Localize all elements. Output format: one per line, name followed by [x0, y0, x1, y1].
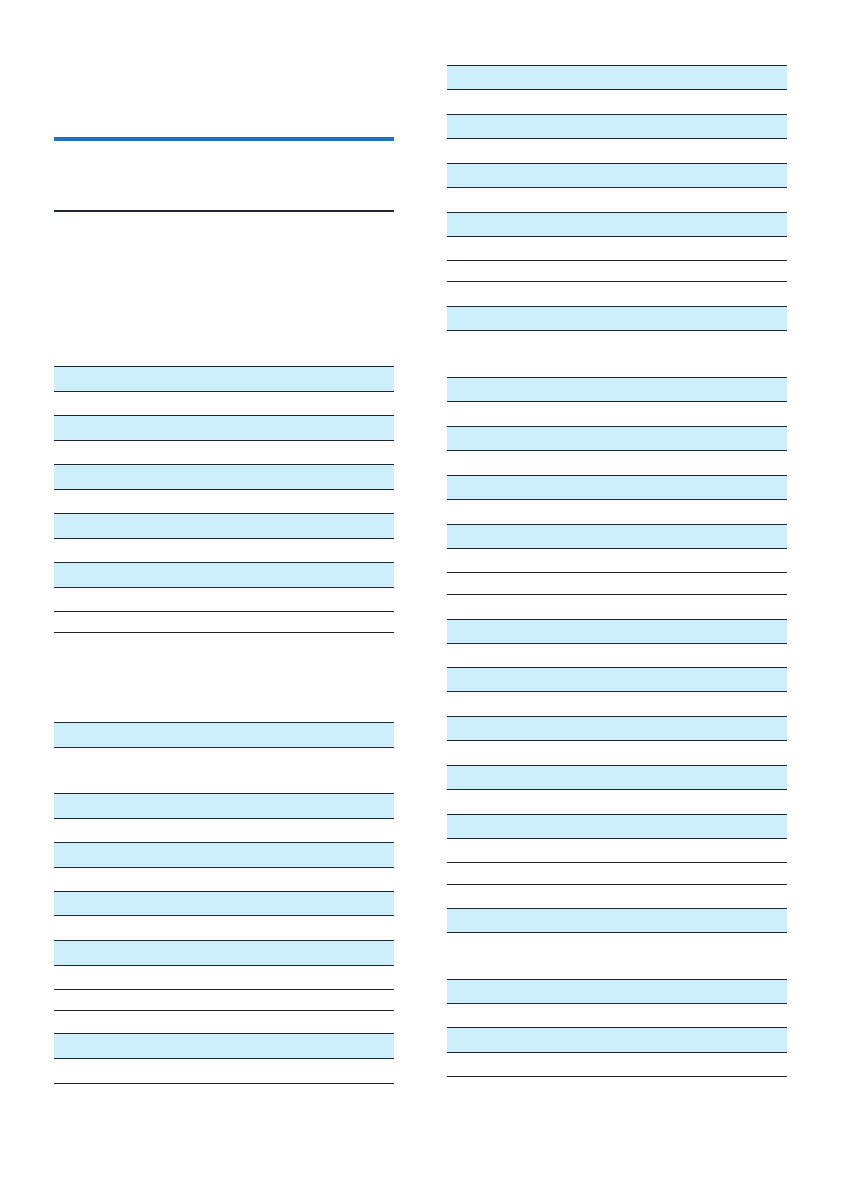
table-row — [447, 331, 787, 378]
table-row-shaded — [54, 1034, 394, 1059]
table-row — [447, 402, 787, 427]
table-row-shaded — [447, 476, 787, 500]
table-row — [54, 539, 394, 563]
table-row-shaded — [447, 164, 787, 188]
table-row — [54, 1059, 394, 1084]
table-row — [447, 90, 787, 115]
table-row-shaded — [54, 722, 394, 748]
table-row — [447, 839, 787, 863]
table-row-shaded — [447, 909, 787, 933]
table-row-shaded — [54, 843, 394, 868]
table-row-shaded — [447, 620, 787, 644]
table-row — [447, 595, 787, 620]
table-row — [54, 612, 394, 633]
table-row — [447, 1053, 787, 1077]
table-row-shaded — [447, 307, 787, 331]
table-row — [54, 392, 394, 416]
table-row — [447, 885, 787, 909]
table-row — [447, 741, 787, 766]
table-row-shaded — [447, 815, 787, 839]
table-row — [447, 139, 787, 164]
table-row — [447, 188, 787, 213]
table-row — [447, 282, 787, 307]
table-row — [54, 868, 394, 892]
table-row-shaded — [447, 717, 787, 741]
table-row-shaded — [447, 766, 787, 790]
table-row-shaded — [447, 980, 787, 1004]
table-row — [447, 451, 787, 476]
table-row — [54, 748, 394, 794]
table-row — [447, 863, 787, 885]
table-row — [447, 644, 787, 668]
table-row — [447, 692, 787, 717]
table-row-shaded — [54, 465, 394, 490]
table-row-shaded — [447, 65, 787, 90]
table-row-shaded — [447, 525, 787, 549]
table-row — [54, 441, 394, 465]
table-row — [447, 573, 787, 595]
table-row-shaded — [54, 416, 394, 441]
table-row-shaded — [447, 213, 787, 237]
table-row — [54, 819, 394, 843]
table-row-shaded — [54, 794, 394, 819]
table-row-shaded — [447, 377, 787, 402]
table-row-shaded — [447, 427, 787, 451]
table-row — [54, 966, 394, 990]
table-row — [447, 933, 787, 980]
table-row — [447, 790, 787, 815]
table-row-shaded — [54, 892, 394, 916]
table-row-shaded — [54, 563, 394, 588]
table-row-shaded — [447, 668, 787, 692]
table-row-shaded — [54, 366, 394, 392]
table-row — [447, 261, 787, 282]
table-row — [447, 1004, 787, 1028]
table-row-shaded — [447, 1028, 787, 1053]
table-row — [54, 916, 394, 941]
table-row — [54, 588, 394, 612]
section-heading-rule — [54, 137, 394, 141]
table-row — [54, 1011, 394, 1034]
table-row — [447, 237, 787, 261]
table-row-shaded — [447, 115, 787, 139]
table-row-shaded — [54, 941, 394, 966]
table-row — [54, 990, 394, 1011]
table-row — [54, 490, 394, 514]
table-row — [447, 500, 787, 525]
heading-divider — [54, 210, 394, 212]
table-row-shaded — [54, 514, 394, 539]
table-row — [447, 549, 787, 573]
